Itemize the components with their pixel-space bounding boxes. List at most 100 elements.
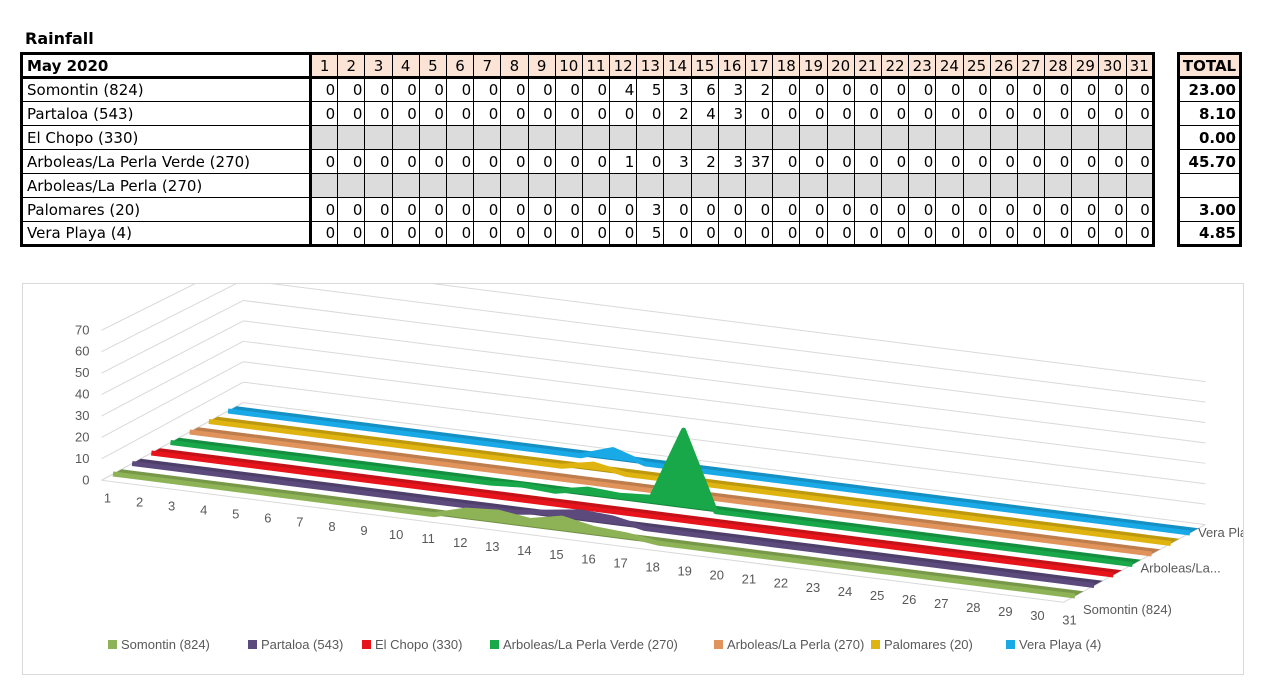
rainfall-cell: 0 <box>989 101 1018 126</box>
x-tick-label: 25 <box>870 588 884 603</box>
rainfall-cell <box>1016 125 1046 150</box>
rainfall-cell: 0 <box>962 77 991 102</box>
rainfall-cell <box>364 173 393 198</box>
x-tick-label: 15 <box>549 547 563 562</box>
rainfall-cell: 0 <box>1044 197 1073 222</box>
totals-table: TOTAL 23.00 8.10 0.00 45.70 3.00 4.85 <box>1177 52 1242 247</box>
total-row: 3.00 <box>1178 197 1241 222</box>
day-header: 20 <box>826 53 855 79</box>
depth-label: Vera Playa (4) <box>1198 525 1243 540</box>
rainfall-cell <box>717 173 747 198</box>
x-tick-label: 13 <box>485 539 499 554</box>
rainfall-cell: 0 <box>962 221 991 246</box>
rainfall-cell: 0 <box>880 149 910 174</box>
total-cell: 8.10 <box>1178 101 1241 126</box>
day-header: 13 <box>636 53 665 79</box>
gridline <box>243 340 1206 464</box>
legend-swatch <box>362 640 371 649</box>
rainfall-cell: 0 <box>554 149 583 174</box>
rainfall-cell: 0 <box>663 221 692 246</box>
rainfall-cell: 0 <box>391 221 420 246</box>
rainfall-cell: 0 <box>853 221 882 246</box>
rainfall-cell: 0 <box>853 149 882 174</box>
rainfall-cell <box>962 173 991 198</box>
floor-edge <box>1063 524 1206 603</box>
total-header: TOTAL <box>1178 53 1241 79</box>
rainfall-cell <box>799 125 828 150</box>
x-tick-label: 2 <box>136 494 143 509</box>
x-tick-label: 7 <box>296 515 303 530</box>
day-header: 26 <box>989 53 1018 79</box>
rainfall-cell <box>309 173 339 198</box>
rainfall-cell <box>473 173 502 198</box>
rainfall-cell: 0 <box>609 101 638 126</box>
total-row: 0.00 <box>1178 125 1241 150</box>
day-header: 19 <box>799 53 828 79</box>
rainfall-cell: 0 <box>799 197 828 222</box>
day-header: 2 <box>337 53 366 79</box>
rainfall-cell <box>391 125 420 150</box>
rainfall-cell: 0 <box>853 101 882 126</box>
rainfall-cell <box>1016 173 1046 198</box>
rainfall-cell: 0 <box>445 101 475 126</box>
rainfall-cell: 0 <box>826 197 855 222</box>
rainfall-cell: 0 <box>1125 149 1154 174</box>
day-header: 3 <box>364 53 393 79</box>
rainfall-cell: 0 <box>636 149 665 174</box>
y-tick-label: 60 <box>75 344 89 359</box>
total-row: 23.00 <box>1178 77 1241 102</box>
rainfall-cell: 0 <box>799 77 828 102</box>
total-row: 8.10 <box>1178 101 1241 126</box>
rainfall-cell <box>772 173 801 198</box>
rainfall-cell: 0 <box>1098 197 1127 222</box>
rainfall-cell: 0 <box>473 197 502 222</box>
rainfall-cell <box>962 125 991 150</box>
rainfall-cell: 3 <box>717 101 747 126</box>
rainfall-cell: 0 <box>364 101 393 126</box>
table-row: Somontin (824) 0 0 0 0 0 0 0 0 0 0 0 4 5 3 6 3 2 0 0 0 0 0 0 0 0 0… <box>21 77 1154 102</box>
series-line <box>112 471 1076 599</box>
table-row: Partaloa (543) 0 0 0 0 0 0 0 0 0 0 0 0 0 2 4 3 0 0 0 0 0 0 0 0 0 0… <box>21 101 1154 126</box>
rainfall-cell: 0 <box>527 149 556 174</box>
rainfall-cell: 4 <box>690 101 719 126</box>
x-tick-label: 16 <box>581 551 595 566</box>
total-cell: 45.70 <box>1178 149 1241 174</box>
rainfall-cell: 0 <box>581 197 611 222</box>
rainfall-cell: 0 <box>500 221 529 246</box>
day-header: 15 <box>690 53 719 79</box>
rainfall-cell: 3 <box>717 149 747 174</box>
rainfall-cell: 0 <box>772 77 801 102</box>
rainfall-cell: 0 <box>744 197 774 222</box>
x-tick-label: 27 <box>934 596 948 611</box>
rainfall-cell <box>391 173 420 198</box>
legend-swatch <box>871 640 880 649</box>
x-tick-label: 23 <box>806 580 820 595</box>
rainfall-cell: 0 <box>391 77 420 102</box>
rainfall-cell: 0 <box>853 197 882 222</box>
rainfall-cell: 0 <box>527 221 556 246</box>
series-line <box>151 450 1114 578</box>
legend-label: Somontin (824) <box>121 637 210 652</box>
rainfall-cell: 0 <box>989 197 1018 222</box>
gridline <box>243 381 1206 505</box>
rainfall-cell <box>445 125 475 150</box>
rainfall-cell: 0 <box>826 101 855 126</box>
legend-swatch <box>714 640 723 649</box>
rainfall-cell: 0 <box>309 197 339 222</box>
rainfall-cell <box>554 173 583 198</box>
rainfall-cell: 0 <box>391 197 420 222</box>
total-cell <box>1178 173 1241 198</box>
rainfall-cell: 0 <box>772 197 801 222</box>
table-row: Arboleas/La Perla (270) <box>21 173 1154 198</box>
rainfall-cell: 0 <box>309 101 339 126</box>
rainfall-cell: 0 <box>337 77 366 102</box>
rainfall-cell: 0 <box>473 221 502 246</box>
rainfall-cell: 0 <box>500 77 529 102</box>
rainfall-cell <box>473 125 502 150</box>
rainfall-cell: 0 <box>527 77 556 102</box>
y-tick-label: 70 <box>75 322 89 337</box>
rainfall-cell <box>337 173 366 198</box>
day-header: 10 <box>554 53 583 79</box>
x-tick-label: 6 <box>264 511 271 526</box>
rainfall-cell: 0 <box>962 149 991 174</box>
